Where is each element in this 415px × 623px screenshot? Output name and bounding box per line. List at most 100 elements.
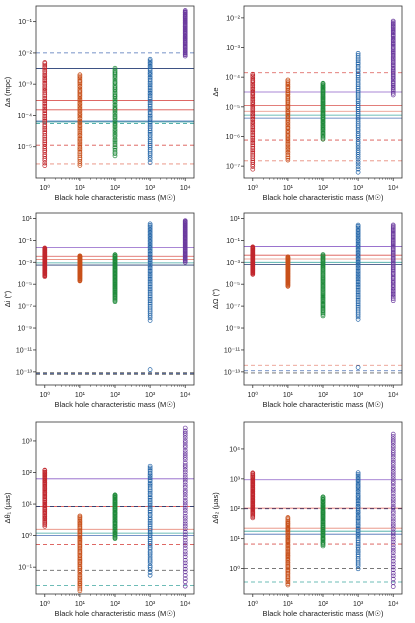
data-point xyxy=(182,482,188,488)
data-point xyxy=(147,242,153,248)
data-point xyxy=(285,143,291,148)
data-point xyxy=(182,554,188,560)
data-point xyxy=(147,475,153,481)
data-point xyxy=(355,533,361,538)
data-point xyxy=(390,241,396,247)
data-point xyxy=(42,127,48,133)
series-1000-msun xyxy=(147,56,153,165)
data-point xyxy=(147,247,153,252)
y-tick-label: 10⁻⁷ xyxy=(226,304,240,311)
data-point xyxy=(390,511,396,516)
data-point xyxy=(250,71,256,77)
data-point xyxy=(390,21,396,26)
data-point xyxy=(390,457,396,463)
data-point xyxy=(250,77,256,83)
data-point xyxy=(250,98,256,103)
data-point xyxy=(147,98,153,104)
data-point xyxy=(355,536,361,542)
y-tick-label: 10⁻¹³ xyxy=(16,369,33,376)
data-point xyxy=(355,52,361,58)
data-point xyxy=(355,547,361,552)
data-point xyxy=(355,525,361,531)
y-tick-label: 10⁻⁵ xyxy=(18,282,32,289)
data-point xyxy=(355,506,361,511)
data-point xyxy=(250,126,256,131)
data-point xyxy=(112,78,118,84)
data-point xyxy=(182,440,188,446)
data-point xyxy=(355,264,361,269)
data-point xyxy=(147,113,153,119)
data-point xyxy=(250,140,256,146)
x-tick-label: 10² xyxy=(110,185,121,192)
data-point xyxy=(147,468,153,474)
panel-delta-i: 10⁰ 10¹ 10² 10³ 10⁴ 10¹ 10⁻¹ 10⁻³ 10⁻⁵ 10⁻⁷ 10⁻⁹ 10… xyxy=(3,212,195,409)
data-point xyxy=(112,140,118,146)
data-point xyxy=(42,118,48,124)
data-point xyxy=(112,129,118,135)
data-point xyxy=(182,462,188,468)
data-point xyxy=(147,160,153,165)
data-point xyxy=(355,139,361,145)
data-point xyxy=(147,467,153,472)
x-tick-label: 10² xyxy=(110,392,121,399)
data-point xyxy=(182,490,188,495)
series-10-msun xyxy=(77,513,83,594)
data-point xyxy=(147,124,153,130)
data-point xyxy=(147,89,153,94)
data-point xyxy=(147,60,153,65)
data-point xyxy=(182,526,188,532)
data-point xyxy=(390,462,396,467)
data-point xyxy=(390,236,396,242)
data-point xyxy=(112,113,118,119)
series-1-msun xyxy=(250,71,256,172)
data-point xyxy=(355,473,361,479)
data-point xyxy=(42,519,48,524)
data-point xyxy=(147,519,153,524)
x-tick-label: 10⁴ xyxy=(180,601,191,608)
data-point xyxy=(390,293,396,298)
data-point xyxy=(42,120,48,126)
x-tick-label: 10³ xyxy=(145,392,156,399)
data-point xyxy=(112,151,118,156)
data-point xyxy=(390,531,396,537)
x-tick-label: 10² xyxy=(318,392,329,399)
data-point xyxy=(147,251,153,257)
data-point xyxy=(42,469,48,475)
data-point xyxy=(147,244,153,249)
x-axis-label: Black hole characteristic mass (M☉) xyxy=(263,400,384,409)
x-tick-label: 10⁴ xyxy=(388,601,399,608)
data-point xyxy=(147,483,153,489)
x-axis-label: Black hole characteristic mass (M☉) xyxy=(55,193,176,202)
data-point xyxy=(182,425,188,431)
data-point xyxy=(147,563,153,569)
data-point xyxy=(147,126,153,131)
data-point xyxy=(390,561,396,567)
data-point xyxy=(147,286,153,292)
data-point xyxy=(390,555,396,561)
data-point xyxy=(390,476,396,482)
data-point xyxy=(77,146,83,152)
data-point xyxy=(355,552,361,557)
data-point xyxy=(42,93,48,99)
data-point xyxy=(250,149,256,154)
data-point xyxy=(355,63,361,69)
data-point xyxy=(355,71,361,77)
data-point xyxy=(77,145,83,150)
data-point xyxy=(42,77,48,83)
plot-frame xyxy=(35,212,195,386)
x-tick-label: 10¹ xyxy=(283,185,294,192)
data-point xyxy=(390,573,396,579)
data-point xyxy=(355,303,361,308)
data-point xyxy=(42,501,48,507)
data-point xyxy=(320,304,326,310)
data-point xyxy=(285,552,291,558)
y-tick-label: 10⁻¹ xyxy=(226,238,240,245)
data-point xyxy=(77,83,83,89)
data-point xyxy=(250,111,256,117)
data-point xyxy=(355,282,361,288)
data-point xyxy=(147,489,153,494)
data-point xyxy=(42,66,48,71)
data-point xyxy=(355,534,361,540)
series-1-msun xyxy=(42,467,48,529)
data-point xyxy=(355,279,361,285)
